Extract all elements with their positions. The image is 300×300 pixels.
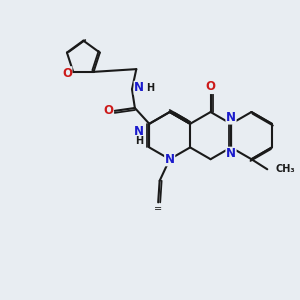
Text: N: N: [165, 153, 175, 166]
Text: O: O: [206, 80, 216, 94]
Text: N: N: [134, 125, 144, 138]
Text: O: O: [103, 104, 113, 117]
Text: H: H: [146, 83, 154, 93]
Text: N: N: [226, 111, 236, 124]
Text: H: H: [135, 136, 143, 146]
Text: N: N: [134, 81, 144, 94]
Text: O: O: [62, 67, 72, 80]
Text: N: N: [226, 147, 236, 160]
Text: CH₃: CH₃: [275, 164, 295, 174]
Text: =: =: [154, 205, 162, 214]
